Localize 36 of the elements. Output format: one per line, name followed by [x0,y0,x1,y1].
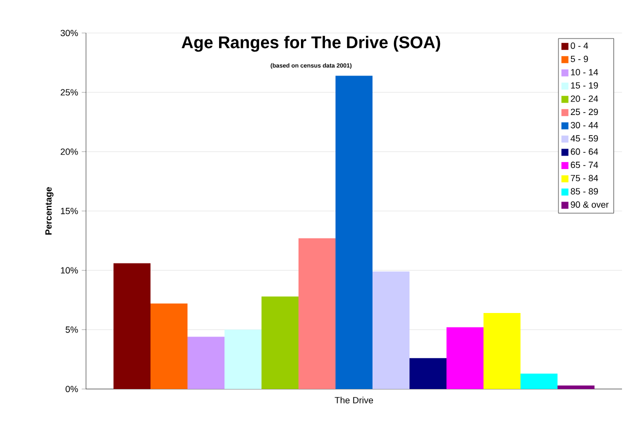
bar [558,385,595,389]
legend-label: 90 & over [570,201,609,208]
legend-label: 85 - 89 [570,188,598,195]
bar [484,313,521,389]
bar [224,330,262,389]
bar [372,272,410,389]
legend-label: 5 - 9 [570,56,588,62]
y-tick-label: 25% [60,89,78,96]
legend-label: 60 - 64 [570,148,598,155]
y-tick-label: 5% [66,326,78,333]
legend-label: 30 - 44 [570,122,598,128]
bar [188,336,225,389]
y-tick-label: 15% [60,208,78,214]
y-tick-label: 0% [66,386,78,392]
legend-label: 0 - 4 [570,42,588,49]
bar [336,76,373,389]
legend-label: 10 - 14 [571,68,598,76]
y-tick-label: 30% [60,30,78,36]
legend-label: 75 - 84 [570,174,598,182]
y-axis-title: Percentage [45,187,54,235]
bar [298,238,336,389]
bar [446,327,484,389]
bar [262,296,299,389]
legend-label: 45 - 59 [570,135,598,142]
legend-label: 25 - 29 [570,108,598,116]
bar [114,263,151,389]
chart-title: Age Ranges for The Drive (SOA) [182,36,440,52]
y-tick-label: 10% [60,267,78,274]
bar [410,358,447,389]
legend-label: 20 - 24 [570,95,598,102]
legend-label: 15 - 19 [571,82,598,89]
bar [520,374,558,389]
bar [150,304,188,389]
y-tick-label: 20% [60,148,78,155]
x-tick-label: The Drive [334,396,374,404]
legend-label: 65 - 74 [570,162,598,168]
